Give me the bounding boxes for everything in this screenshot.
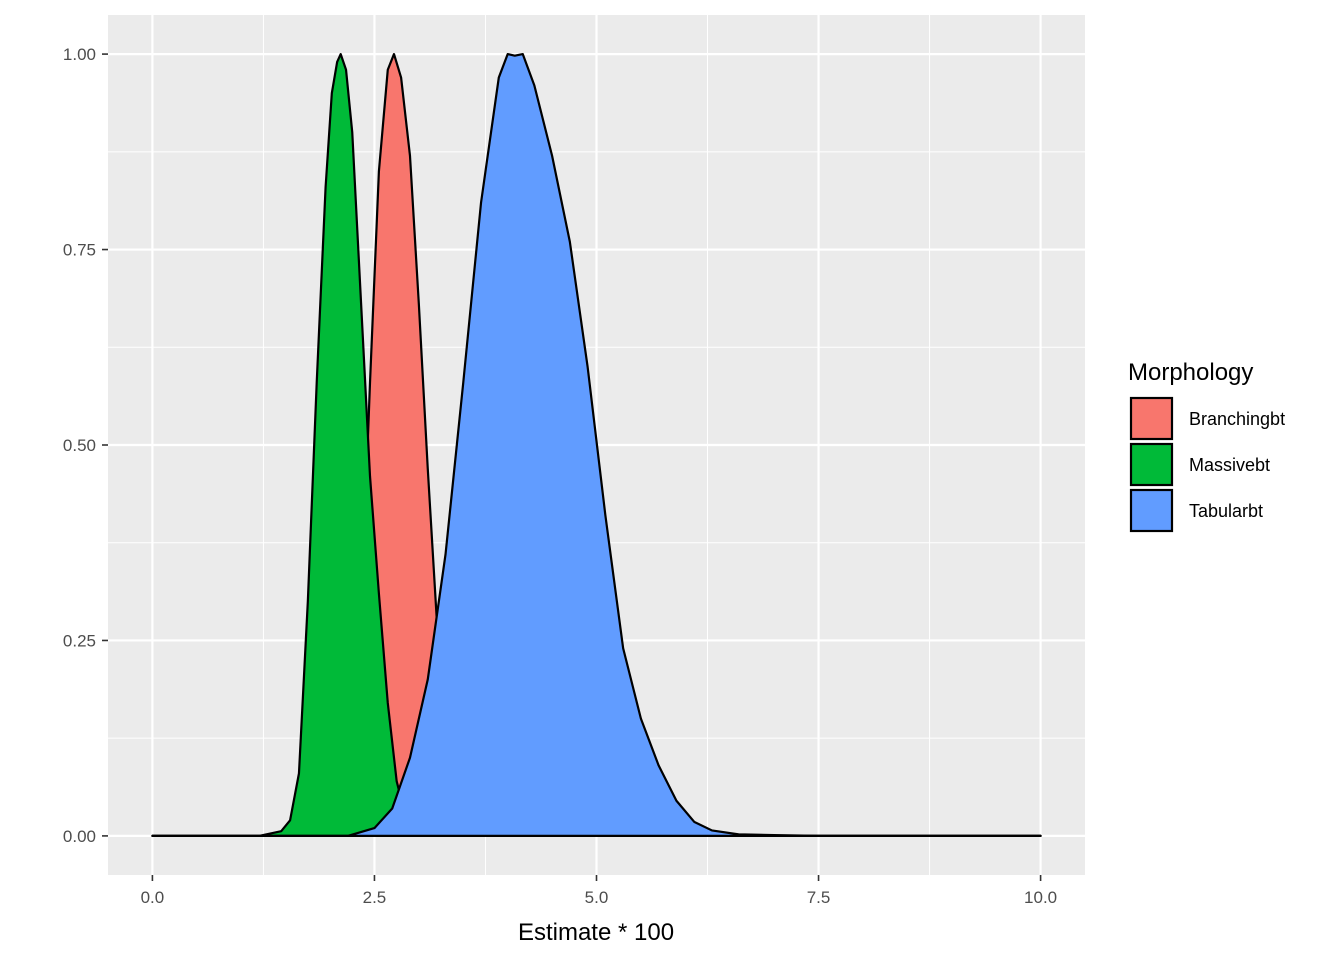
legend: Morphology Branchingbt Massivebt Tabularbt xyxy=(1128,359,1285,533)
x-tick-label: 0.0 xyxy=(141,888,165,907)
x-tick-label: 2.5 xyxy=(363,888,387,907)
legend-title: Morphology xyxy=(1128,359,1253,386)
y-tick-label: 0.00 xyxy=(63,827,96,846)
legend-label-massivebt: Massivebt xyxy=(1189,455,1270,475)
y-tick-label: 0.25 xyxy=(63,631,96,650)
density-area-tabularbt xyxy=(151,52,1042,838)
legend-label-tabularbt: Tabularbt xyxy=(1189,501,1263,521)
legend-key-massivebt xyxy=(1129,442,1174,487)
y-tick-label: 0.75 xyxy=(63,241,96,260)
x-axis-title: Estimate * 100 xyxy=(518,919,674,946)
legend-items: Branchingbt Massivebt Tabularbt xyxy=(1129,396,1285,533)
y-tick-label: 0.50 xyxy=(63,436,96,455)
x-tick-label: 5.0 xyxy=(585,888,609,907)
legend-label-branchingbt: Branchingbt xyxy=(1189,409,1285,429)
legend-key-tabularbt xyxy=(1129,488,1174,533)
x-tick-label: 7.5 xyxy=(807,888,831,907)
y-tick-label: 1.00 xyxy=(63,45,96,64)
legend-key-branchingbt xyxy=(1129,396,1174,441)
x-tick-label: 10.0 xyxy=(1024,888,1057,907)
density-areas xyxy=(151,52,1042,838)
y-axis-ticks: 0.00 0.25 0.50 0.75 1.00 xyxy=(63,45,108,846)
x-axis-ticks: 0.0 2.5 5.0 7.5 10.0 xyxy=(141,875,1057,907)
